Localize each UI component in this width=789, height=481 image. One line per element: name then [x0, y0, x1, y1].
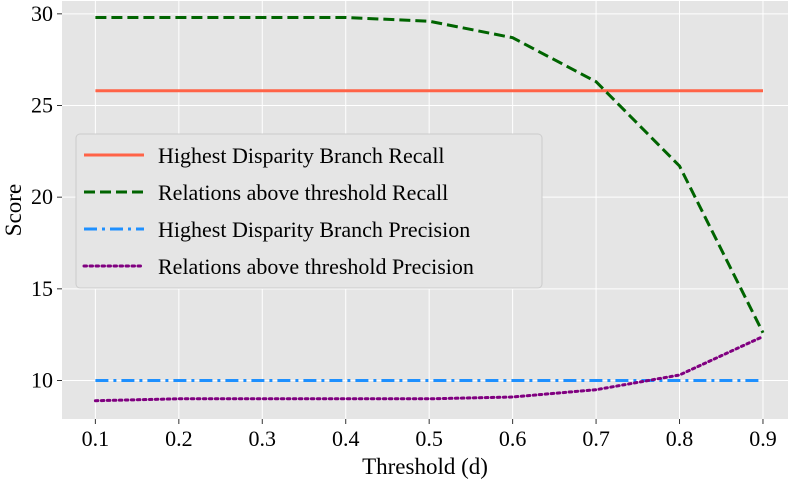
series-line-2: [95, 16, 765, 334]
legend-label-2: Relations above threshold Recall: [158, 180, 448, 205]
x-tick-label: 0.5: [415, 426, 443, 451]
y-tick-label: 20: [31, 184, 53, 209]
x-axis-ticks: 0.1 0.2 0.3 0.4 0.5 0.6 0.7 0.8 0.9: [82, 419, 777, 451]
x-tick-label: 0.4: [332, 426, 360, 451]
y-axis-ticks: 10 15 20 25 30: [31, 1, 62, 393]
y-tick-label: 25: [31, 93, 53, 118]
x-tick-label: 0.8: [666, 426, 694, 451]
legend-label-3: Highest Disparity Branch Precision: [158, 217, 470, 242]
y-axis-title: Score: [1, 184, 26, 236]
legend: Highest Disparity Branch Recall Relations…: [75, 133, 543, 289]
x-tick-label: 0.6: [499, 426, 527, 451]
y-tick-label: 10: [31, 368, 53, 393]
y-tick-label: 30: [31, 1, 53, 26]
x-tick-label: 0.7: [582, 426, 610, 451]
legend-box: [75, 133, 543, 289]
x-tick-label: 0.9: [749, 426, 777, 451]
x-tick-label: 0.2: [165, 426, 193, 451]
y-tick-label: 15: [31, 276, 53, 301]
legend-label-4: Relations above threshold Precision: [158, 254, 474, 279]
legend-label-1: Highest Disparity Branch Recall: [158, 143, 445, 168]
legend-items: Highest Disparity Branch Recall Relations…: [82, 143, 474, 279]
x-tick-label: 0.1: [82, 426, 110, 451]
x-axis-title: Threshold (d): [362, 454, 488, 479]
series-line-4: [93, 335, 765, 403]
x-tick-label: 0.3: [249, 426, 277, 451]
series-lines: [93, 16, 765, 403]
